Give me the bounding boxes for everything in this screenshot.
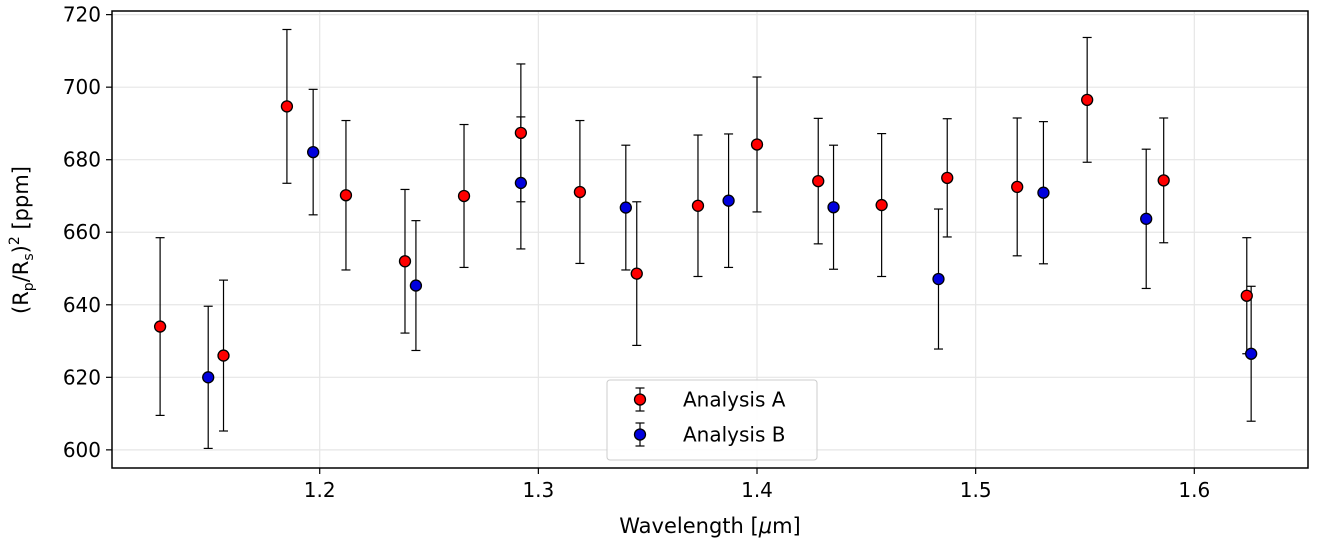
data-point-analysis-b	[619, 201, 632, 214]
data-point-analysis-a	[1157, 174, 1170, 187]
data-point-analysis-a	[1081, 93, 1094, 107]
x-axis-label: Wavelength [μm]	[619, 514, 800, 538]
data-point-analysis-b	[307, 145, 320, 159]
data-point-analysis-a	[630, 267, 643, 280]
data-point-analysis-a	[153, 320, 167, 333]
legend-entry-analysis-a: Analysis A	[633, 387, 786, 412]
plot-frame	[111, 10, 1309, 469]
legend-entry-analysis-b: Analysis B	[633, 422, 785, 447]
legend-box	[606, 379, 818, 461]
y-tick-label: 620	[63, 365, 101, 389]
data-point-analysis-a	[1240, 289, 1253, 302]
y-tick-label: 640	[63, 293, 101, 317]
data-point-analysis-a	[514, 126, 528, 140]
legend-marker-analysis-b	[633, 428, 647, 441]
data-point-analysis-b	[1245, 347, 1258, 360]
y-tick-label: 680	[63, 148, 101, 172]
data-point-analysis-b	[1140, 212, 1153, 225]
data-point-analysis-a	[457, 189, 471, 203]
legend-label-analysis-b: Analysis B	[683, 423, 785, 447]
x-tick-label: 1.5	[960, 478, 992, 502]
y-tick-label: 660	[63, 220, 101, 244]
y-tick-label: 600	[63, 438, 101, 462]
data-point-analysis-a	[812, 174, 825, 188]
data-point-analysis-a	[691, 199, 705, 212]
data-point-analysis-b	[202, 371, 215, 384]
legend: Analysis A Analysis B	[606, 379, 818, 461]
x-tick-label: 1.6	[1178, 478, 1210, 502]
data-point-analysis-a	[339, 189, 353, 202]
data-point-analysis-b	[409, 279, 423, 292]
legend-marker-analysis-a	[633, 393, 647, 406]
data-point-analysis-a	[750, 138, 764, 151]
legend-label-analysis-a: Analysis A	[683, 388, 786, 412]
data-point-analysis-a	[875, 198, 888, 212]
y-tick-label: 700	[63, 75, 101, 99]
data-point-analysis-a	[398, 255, 412, 268]
data-point-analysis-b	[932, 272, 945, 286]
data-point-analysis-a	[941, 171, 954, 184]
x-tick-label: 1.3	[522, 478, 554, 502]
data-point-analysis-b	[1037, 186, 1050, 199]
data-point-analysis-b	[514, 176, 528, 190]
data-point-analysis-b	[827, 201, 840, 214]
axis-ticks: 1.2 1.3 1.4 1.5 1.6 600 620 640 660 680 700 720	[63, 3, 1210, 502]
data-point-analysis-a	[573, 185, 587, 199]
x-tick-label: 1.2	[304, 478, 336, 502]
x-tick-label: 1.4	[741, 478, 773, 502]
data-point-analysis-a	[217, 349, 230, 362]
data-point-analysis-a	[280, 100, 294, 113]
data-point-analysis-b	[722, 194, 735, 207]
data-point-analysis-a	[1011, 180, 1024, 194]
y-axis-label: (Rp/Rs)2 [ppm]	[7, 166, 37, 314]
data-markers	[153, 93, 1258, 384]
y-tick-label: 720	[63, 3, 101, 27]
